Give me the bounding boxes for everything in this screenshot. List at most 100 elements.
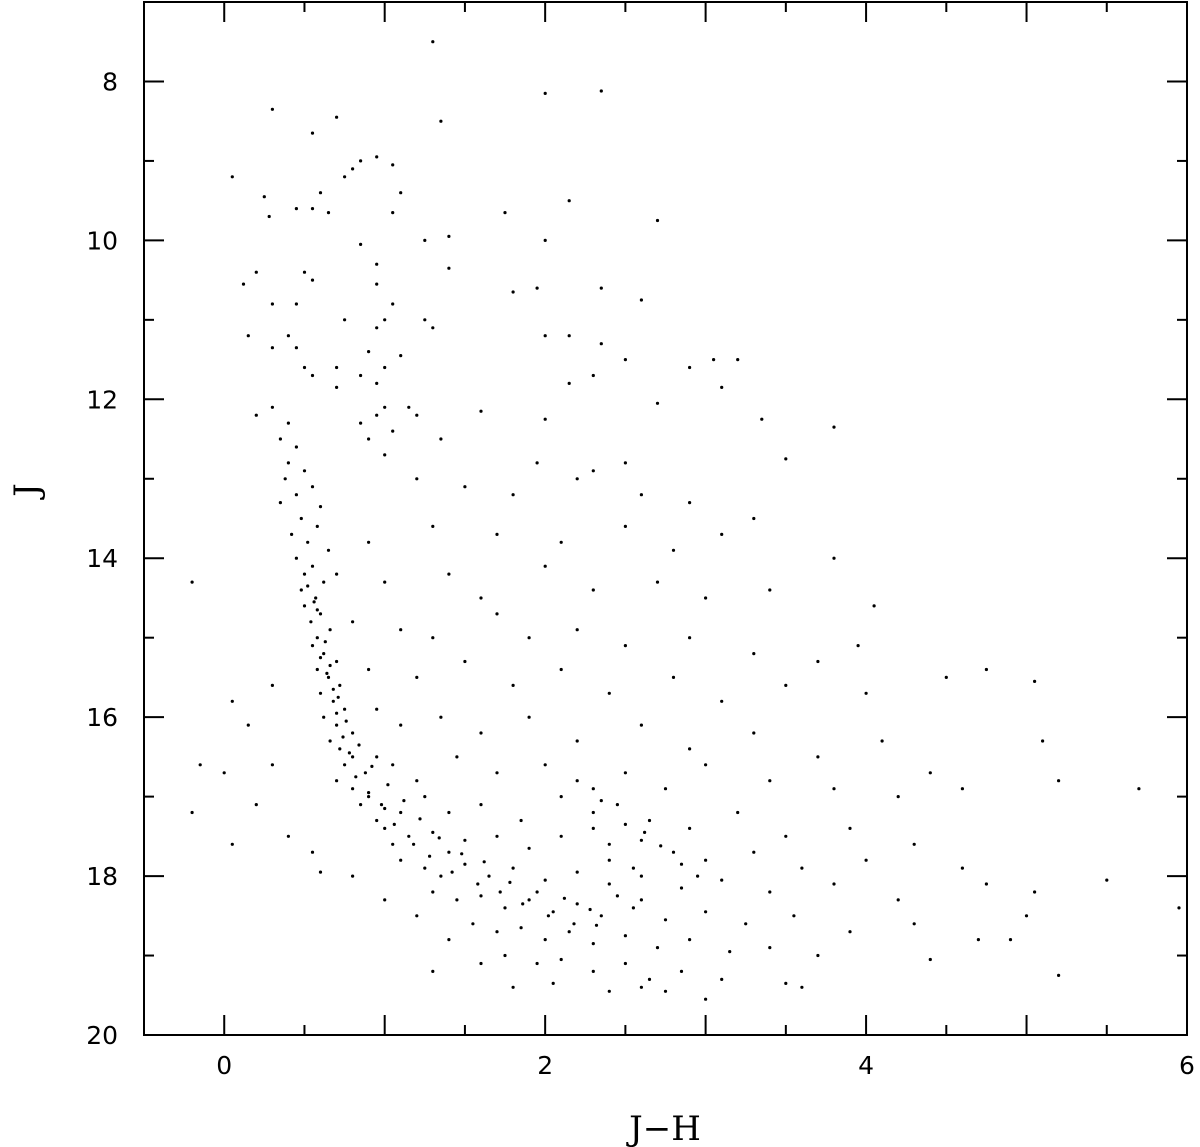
data-point: [562, 896, 567, 900]
data-point: [363, 771, 367, 775]
data-point: [511, 290, 515, 294]
data-point: [519, 818, 523, 823]
x-axis-label: J−H: [626, 1109, 701, 1147]
data-point: [322, 580, 326, 584]
data-point: [437, 836, 441, 840]
data-point: [270, 302, 274, 306]
data-point: [309, 620, 313, 624]
data-point: [479, 596, 483, 600]
data-point: [370, 764, 374, 769]
x-tick-label: 4: [858, 1051, 874, 1080]
data-point: [286, 834, 290, 838]
data-point: [623, 461, 628, 465]
data-point: [375, 155, 379, 159]
data-point: [391, 163, 395, 167]
data-point: [599, 914, 603, 918]
data-point: [704, 858, 708, 862]
data-point: [383, 405, 387, 409]
data-point: [278, 437, 282, 441]
data-point: [359, 803, 363, 807]
data-point: [543, 878, 547, 882]
data-point: [960, 866, 965, 870]
data-point: [639, 723, 644, 727]
data-point: [479, 894, 483, 898]
data-point: [720, 699, 724, 703]
data-point: [591, 969, 595, 974]
y-tick-label: 8: [102, 67, 118, 96]
data-point: [310, 850, 315, 854]
data-point: [1105, 878, 1109, 882]
data-point: [415, 779, 419, 783]
data-point: [543, 763, 547, 767]
data-point: [607, 858, 611, 862]
data-point: [230, 842, 234, 846]
data-point: [315, 667, 319, 672]
data-point: [543, 938, 547, 942]
y-tick-label: 12: [86, 385, 118, 414]
data-point: [623, 961, 628, 966]
data-point: [447, 266, 451, 270]
data-point: [439, 119, 443, 123]
data-point: [511, 985, 515, 989]
data-point: [447, 572, 451, 576]
data-point: [335, 779, 339, 783]
data-point: [631, 906, 636, 910]
data-point: [383, 580, 387, 584]
data-point: [639, 898, 644, 902]
data-point: [294, 302, 298, 306]
data-point: [567, 381, 571, 385]
data-point: [341, 735, 345, 739]
data-point: [294, 346, 298, 350]
data-point: [546, 914, 551, 918]
data-point: [335, 711, 339, 715]
data-point: [728, 950, 732, 954]
data-point: [663, 918, 668, 922]
data-point: [294, 445, 298, 449]
data-point: [455, 898, 459, 902]
data-point: [944, 675, 948, 680]
data-point: [322, 652, 326, 656]
data-point: [832, 556, 836, 560]
data-point: [331, 687, 335, 691]
data-point: [832, 882, 836, 886]
data-point: [527, 636, 531, 640]
points-layer: [190, 40, 1181, 1001]
data-point: [399, 858, 403, 862]
data-point: [367, 795, 371, 799]
data-point: [816, 755, 820, 759]
data-point: [306, 540, 310, 544]
y-tick-label: 10: [86, 226, 118, 255]
data-point: [594, 923, 599, 927]
data-point: [623, 358, 628, 362]
data-point: [254, 803, 258, 807]
data-point: [383, 898, 387, 902]
data-point: [928, 957, 932, 962]
data-point: [246, 334, 250, 338]
data-point: [655, 946, 660, 950]
data-point: [338, 683, 342, 688]
data-point: [270, 107, 274, 111]
ticks-layer: 0 2 4 6 8 10 12 14 16 18 20: [86, 1, 1195, 1080]
data-point: [241, 282, 246, 286]
data-point: [286, 461, 290, 465]
data-point: [391, 763, 395, 767]
data-point: [383, 806, 387, 811]
data-point: [655, 580, 660, 584]
data-point: [511, 866, 515, 870]
data-point: [375, 326, 379, 330]
y-axis-label: J: [7, 483, 47, 500]
data-point: [431, 636, 435, 640]
data-point: [391, 302, 395, 306]
data-point: [487, 874, 491, 878]
data-point: [872, 604, 876, 608]
data-point: [463, 659, 467, 664]
data-point: [322, 715, 326, 719]
data-point: [326, 211, 331, 215]
data-point: [495, 532, 499, 537]
data-point: [768, 946, 772, 950]
data-point: [375, 818, 379, 823]
data-point: [302, 365, 307, 370]
data-point: [535, 461, 539, 465]
data-point: [720, 385, 724, 389]
x-tick-label: 6: [1179, 1051, 1195, 1080]
